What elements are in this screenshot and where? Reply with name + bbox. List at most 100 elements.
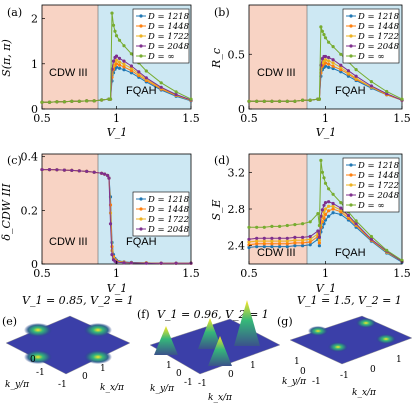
panel-d-xtick-label: 0.5 xyxy=(240,267,258,280)
panel-b-legend-label: D = 2048 xyxy=(357,42,400,52)
panel-c-series-3-point xyxy=(100,171,104,175)
panel-c-legend-marker xyxy=(139,217,143,221)
panel-d-series-3-point xyxy=(255,236,259,240)
panel-a-xtick-label: 1 xyxy=(113,112,120,125)
panel-a-series-1-point xyxy=(129,69,133,73)
panel-d-series-0-point xyxy=(308,243,312,247)
panel-a-series-4-point xyxy=(117,38,122,42)
panel-d-series-4-point xyxy=(285,223,289,228)
panel-b-legend-label: D = 1722 xyxy=(357,32,399,42)
panel-a-series-4-point xyxy=(129,52,133,56)
panel-c-ytick-label: 0.2 xyxy=(21,204,39,217)
panel-d-legend-label: D = 2048 xyxy=(357,191,400,201)
panel-b-ytick-label: 0.5 xyxy=(228,48,246,61)
panel-c-series-3-point xyxy=(174,261,178,265)
panel-a-tag: (a) xyxy=(7,6,22,19)
panel-c-series xyxy=(40,168,193,265)
panel-d-series-4-point xyxy=(319,158,323,162)
panel-f-axis-label2: k_y/π xyxy=(150,384,175,394)
panel-a-series-3-point xyxy=(174,92,178,97)
panel-d-series-1-point xyxy=(327,209,331,213)
panel-c-fqah-label: FQAH xyxy=(126,236,157,248)
panel-f-peak xyxy=(154,326,178,355)
panel-b-legend-marker xyxy=(349,54,353,58)
panel-g-peak xyxy=(356,318,376,328)
panel-a-legend-label: D = ∞ xyxy=(147,52,174,62)
panel-a-legend-label: D = 1722 xyxy=(147,32,189,42)
panel-a-series-3-point xyxy=(137,70,141,74)
panel-d-series-4-point xyxy=(400,258,404,262)
panel-a-series-4-point xyxy=(174,90,178,94)
panel-b-cdw-region xyxy=(249,5,307,109)
panel-a-ytick-label: 0 xyxy=(31,103,38,116)
panel-d-series-1-point xyxy=(323,212,328,217)
panel-d-series-3-point xyxy=(322,203,326,207)
panel-a-series-4-point xyxy=(85,99,89,103)
panel-d-series-3-point xyxy=(285,236,289,240)
panel-a-series-3-point xyxy=(122,59,126,63)
panel-b-series-4-point xyxy=(317,97,321,101)
panel-c-series-3-point xyxy=(70,168,74,172)
panel-b-legend-marker xyxy=(349,34,353,38)
panel-d-series-2-point xyxy=(317,238,321,242)
panel-a-series-2-point xyxy=(122,62,126,66)
panel-d-ytick-label: 3.2 xyxy=(228,166,246,179)
panel-d-series-0-point xyxy=(317,244,321,248)
panel-d-series-4-point xyxy=(301,222,305,226)
panel-d-series-1-point xyxy=(285,242,289,246)
panel-c-xtick-label: 0.5 xyxy=(33,267,51,280)
panel-d-series-4-point xyxy=(369,234,373,239)
panel-d-tag: (d) xyxy=(214,154,230,167)
panel-b-cdw-label: CDW III xyxy=(257,67,296,79)
panel-c-series-3-point xyxy=(110,253,114,257)
panel-d-series-3-point xyxy=(323,201,328,205)
panel-d-series-4-point xyxy=(293,223,297,227)
panel-e-peak xyxy=(84,323,112,337)
panel-d-series-4-point xyxy=(262,225,266,229)
panel-b-series-3-point xyxy=(369,84,373,88)
panel-b-series-4-point xyxy=(278,99,282,103)
panel-a-series-3-point xyxy=(117,56,122,61)
panel-a-ytick-label: 1 xyxy=(31,58,38,71)
panel-d-series-0-point xyxy=(247,245,251,250)
panel-d-series-2-point xyxy=(327,204,331,208)
panel-a-series-4-point xyxy=(47,100,52,104)
panel-g-tick: 1 xyxy=(294,357,300,367)
panel-f-tick: 1 xyxy=(166,361,172,371)
panel-d-ytick-label: 2.8 xyxy=(228,203,246,216)
panel-b-series-3-point xyxy=(354,74,358,78)
panel-e: (e) V_1 = 0.85, V_2 = 1 -1 0 1 -1 0 k_x/… xyxy=(2,294,134,393)
panel-c-series-3-point xyxy=(85,169,89,173)
panel-d-series-3-point xyxy=(301,235,305,239)
panel-d-legend-label: D = 1722 xyxy=(357,181,399,191)
panel-c-series-3-point xyxy=(129,261,133,265)
panel-d-series-3-point xyxy=(339,206,343,210)
panel-d-series-3-point xyxy=(327,200,331,204)
panel-c-cdw-region xyxy=(42,154,98,264)
panel-a-legend-label: D = 1448 xyxy=(147,22,190,32)
panel-d-series-4-point xyxy=(354,219,358,223)
panel-d-series-2-point xyxy=(293,238,297,242)
panel-c: 0.5 1 1.5 0 0.2 0.4 (c) CDW III FQAH δ_CDW II… xyxy=(0,151,200,295)
panel-d-series-3-point xyxy=(354,222,358,226)
panel-b-series-4-point xyxy=(339,52,343,56)
panel-g-tag: (g) xyxy=(277,315,293,328)
panel-a-ticks: 0.5 1 1.5 0 1 2 xyxy=(31,13,200,125)
panel-c-tag: (c) xyxy=(7,154,22,167)
panel-e-peak xyxy=(24,323,52,337)
panel-c-ticks: 0.5 1 1.5 0 0.2 0.4 xyxy=(21,151,200,280)
panel-b-ticks: 0.5 1 1.500.5 xyxy=(228,48,411,125)
panel-a-series-4-point xyxy=(110,11,114,15)
panel-d-series-0-point xyxy=(262,245,266,249)
panel-b-series-0-point xyxy=(331,66,335,71)
panel-d-series-0-point xyxy=(270,245,274,249)
panel-g-axis-label: k_x/π xyxy=(352,388,377,398)
panel-a-legend-marker xyxy=(139,14,143,18)
panel-d-ticks: 0.5 1 1.5 2.4 2.8 3.2 xyxy=(228,166,411,280)
panel-a-ylabel: S(π, π) xyxy=(0,39,13,77)
panel-d-series-3-point xyxy=(316,229,320,233)
panel-c-legend-label: D = 2048 xyxy=(147,225,190,235)
panel-g-peak xyxy=(308,326,328,336)
panel-e-tag: (e) xyxy=(2,315,17,328)
